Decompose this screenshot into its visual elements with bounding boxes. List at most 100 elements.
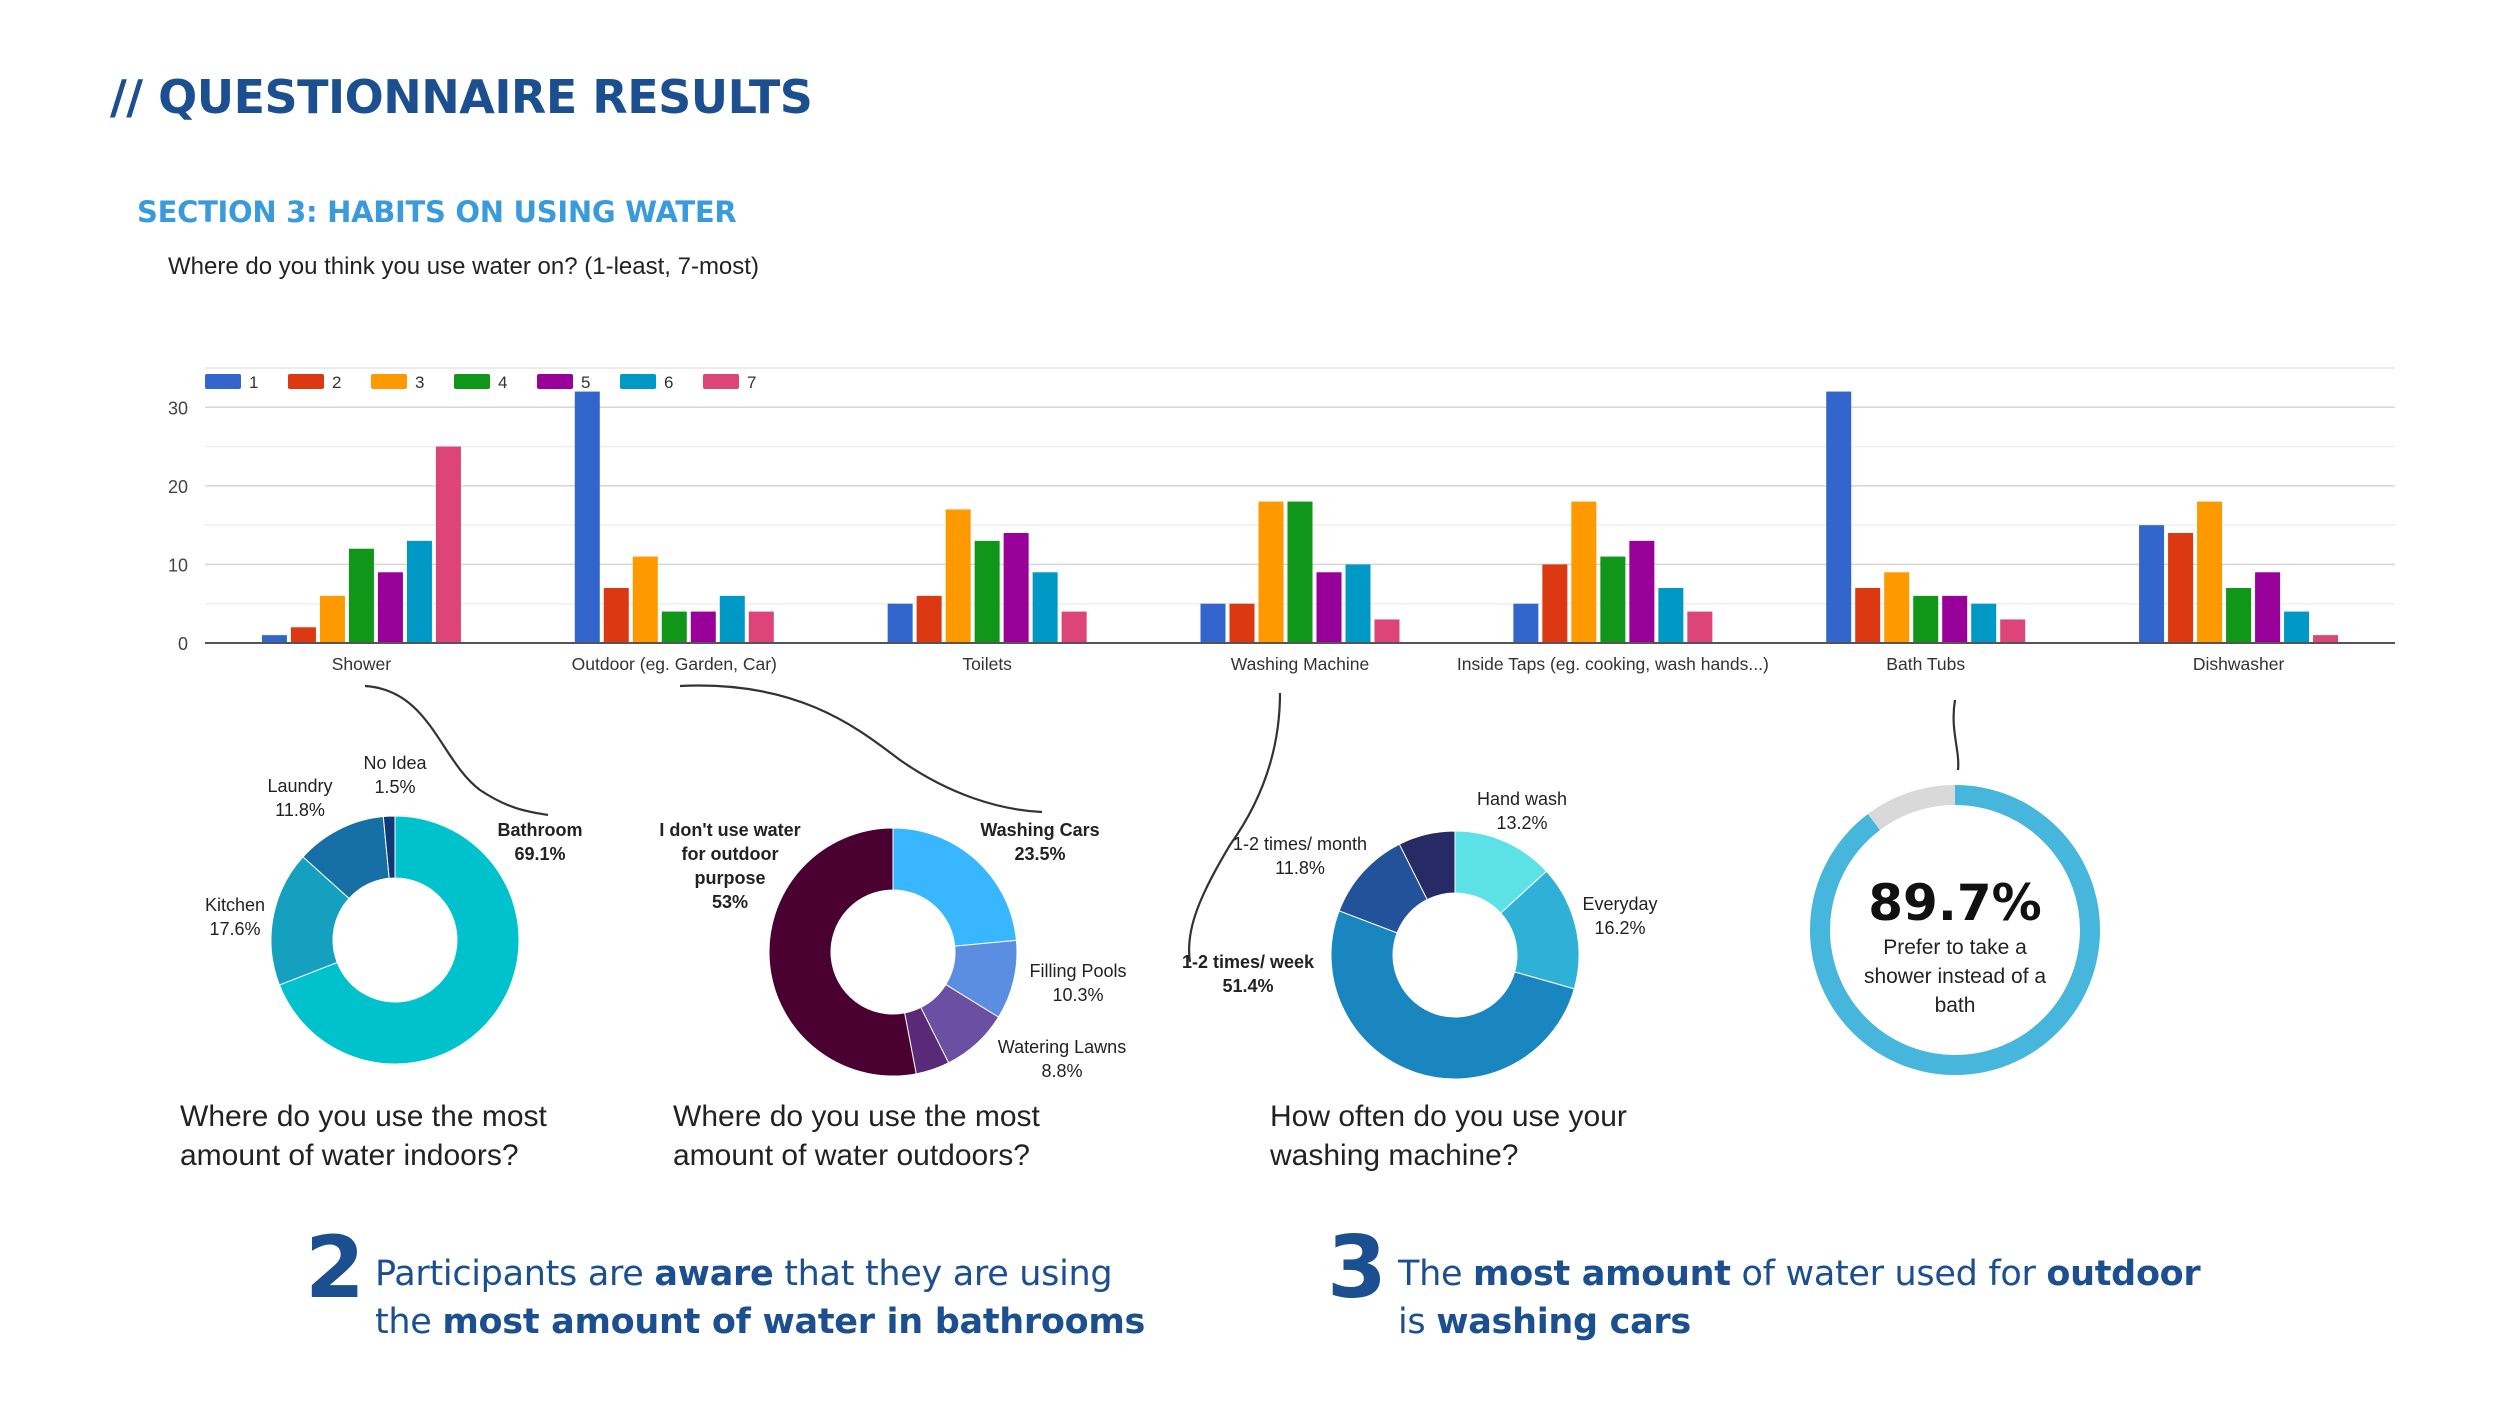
donut-outdoor: Washing Cars 23.5% Filling Pools 10.3% Water… [659,820,1126,1081]
legend-label-4: 4 [498,373,507,392]
bar-dishwasher-series-4 [2226,588,2252,643]
donut-label: purpose [694,868,765,888]
bar-outdoor-series-6 [719,595,745,643]
legend-label-3: 3 [415,373,424,392]
bar-inside-series-1 [1513,603,1539,643]
bar-shower-series-2 [290,627,316,643]
legend-swatch-7 [703,374,739,389]
bar-inside-series-3 [1571,501,1597,643]
leader-lines [364,684,1960,963]
takeaway-2-line1: Participants are aware that they are usi… [375,1250,1145,1298]
x-tick-label: Bath Tubs [1886,654,1965,674]
legend-label-7: 7 [747,373,756,392]
donut-label: Washing Cars [980,820,1099,840]
donut-label: Laundry [267,776,332,796]
bar-washing-series-1 [1200,603,1226,643]
takeaway-segment: outdoor [2046,1254,2201,1294]
bar-inside-series-6 [1658,588,1684,643]
stat-caption-line1: Prefer to take a [1883,936,2027,959]
bar-toilets-series-3 [945,509,971,643]
donut-percent: 10.3% [1052,985,1103,1005]
donut-label: Bathroom [498,820,583,840]
bar-outdoor-series-1 [574,391,600,643]
leader-line-washing [1188,692,1282,963]
legend-swatch-4 [454,374,490,389]
donut-percent: 53% [712,892,748,912]
caption-indoor-line2: amount of water indoors? [180,1139,519,1172]
bar-bath-series-4 [1913,595,1939,643]
donut-percent: 16.2% [1594,918,1645,938]
bar-outdoor-series-3 [632,556,658,643]
caption-indoor-line1: Where do you use the most [180,1100,547,1133]
x-tick-label: Dishwasher [2193,654,2285,674]
donut-slice-bathroom [278,815,520,1065]
bar-dishwasher-series-3 [2197,501,2223,643]
donut-label: Kitchen [205,895,265,915]
donut-percent: 23.5% [1014,844,1065,864]
stat-value: 89.7% [1868,874,2041,932]
bar-shower-series-6 [406,540,432,643]
bar-toilets-series-7 [1061,611,1087,643]
donut-label: I don't use water [659,820,800,840]
bar-dishwasher-series-6 [2284,611,2310,643]
legend-swatch-5 [537,374,573,389]
donut-slice-washing [892,827,1017,947]
page-title: // QUESTIONNAIRE RESULTS [110,70,813,124]
y-tick-label: 10 [168,555,188,575]
takeaway-segment: aware [654,1254,774,1294]
takeaway-segment: that they are using [773,1254,1113,1294]
bar-inside-series-4 [1600,556,1626,643]
donut-label: No Idea [363,753,427,773]
takeaway-segment: of water used for [1730,1254,2047,1294]
donut-percent: 11.8% [275,800,325,820]
x-tick-label: Washing Machine [1231,654,1369,674]
legend-swatch-6 [620,374,656,389]
bar-inside-series-7 [1687,611,1713,643]
donut-slice-i [768,827,917,1077]
x-tick-label: Outdoor (eg. Garden, Car) [572,654,777,674]
takeaway-2-line2: the most amount of water in bathrooms [375,1298,1145,1346]
bar-bath-series-3 [1884,572,1910,643]
donut-indoor: Bathroom 69.1% Kitchen 17.6% Laundry 11.8% No … [205,753,583,1065]
bar-toilets-series-5 [1003,533,1029,643]
bar-shower-series-5 [377,572,403,643]
bar-washing-series-2 [1229,603,1255,643]
takeaway-segment: most amount [1473,1254,1731,1294]
bar-bath-series-6 [1971,603,1997,643]
takeaway-segment: Participants are [375,1254,655,1294]
bar-outdoor-series-4 [661,611,687,643]
bar-inside-series-2 [1542,564,1568,643]
donut-percent: 69.1% [514,844,565,864]
bar-chart: 0 10 20 30 Shower Outdoor (eg. Garden, Car) To… [168,367,2395,674]
x-tick-label: Inside Taps (eg. cooking, wash hands...) [1457,654,1769,674]
bar-bath-series-5 [1942,595,1968,643]
bar-bath-series-1 [1826,391,1852,643]
donut-slice-other [1398,830,1456,901]
caption-washing: How often do you use your washing machin… [1270,1097,1627,1175]
donut-label: Watering Lawns [998,1037,1126,1057]
legend-label-2: 2 [332,373,341,392]
donut-label: 1-2 times/ week [1182,952,1315,972]
x-tick-label: Shower [332,654,392,674]
bar-dishwasher-series-2 [2168,533,2194,643]
bar-washing-series-6 [1345,564,1371,643]
bar-toilets-series-4 [974,540,1000,643]
takeaway-text-2: Participants are aware that they are usi… [375,1250,1145,1346]
takeaway-segment: The [1398,1254,1474,1294]
y-tick-label: 20 [168,477,188,497]
stat-caption-line2: shower instead of a [1864,965,2046,988]
leader-line-shower [364,684,549,817]
takeaway-segment: washing cars [1436,1302,1691,1342]
section-title: SECTION 3: HABITS ON USING WATER [137,195,737,229]
donut-percent: 17.6% [209,919,260,939]
bar-dishwasher-series-1 [2139,525,2165,643]
stat-ring: 89.7% Prefer to take a shower instead of a… [1810,785,2100,1075]
bar-washing-series-4 [1287,501,1313,643]
bar-dishwasher-series-7 [2313,635,2339,643]
bar-outdoor-series-2 [603,588,629,643]
donut-percent: 1.5% [374,777,415,797]
y-tick-label: 0 [178,634,188,654]
donut-label: Everyday [1582,894,1657,914]
bar-bath-series-2 [1855,588,1881,643]
